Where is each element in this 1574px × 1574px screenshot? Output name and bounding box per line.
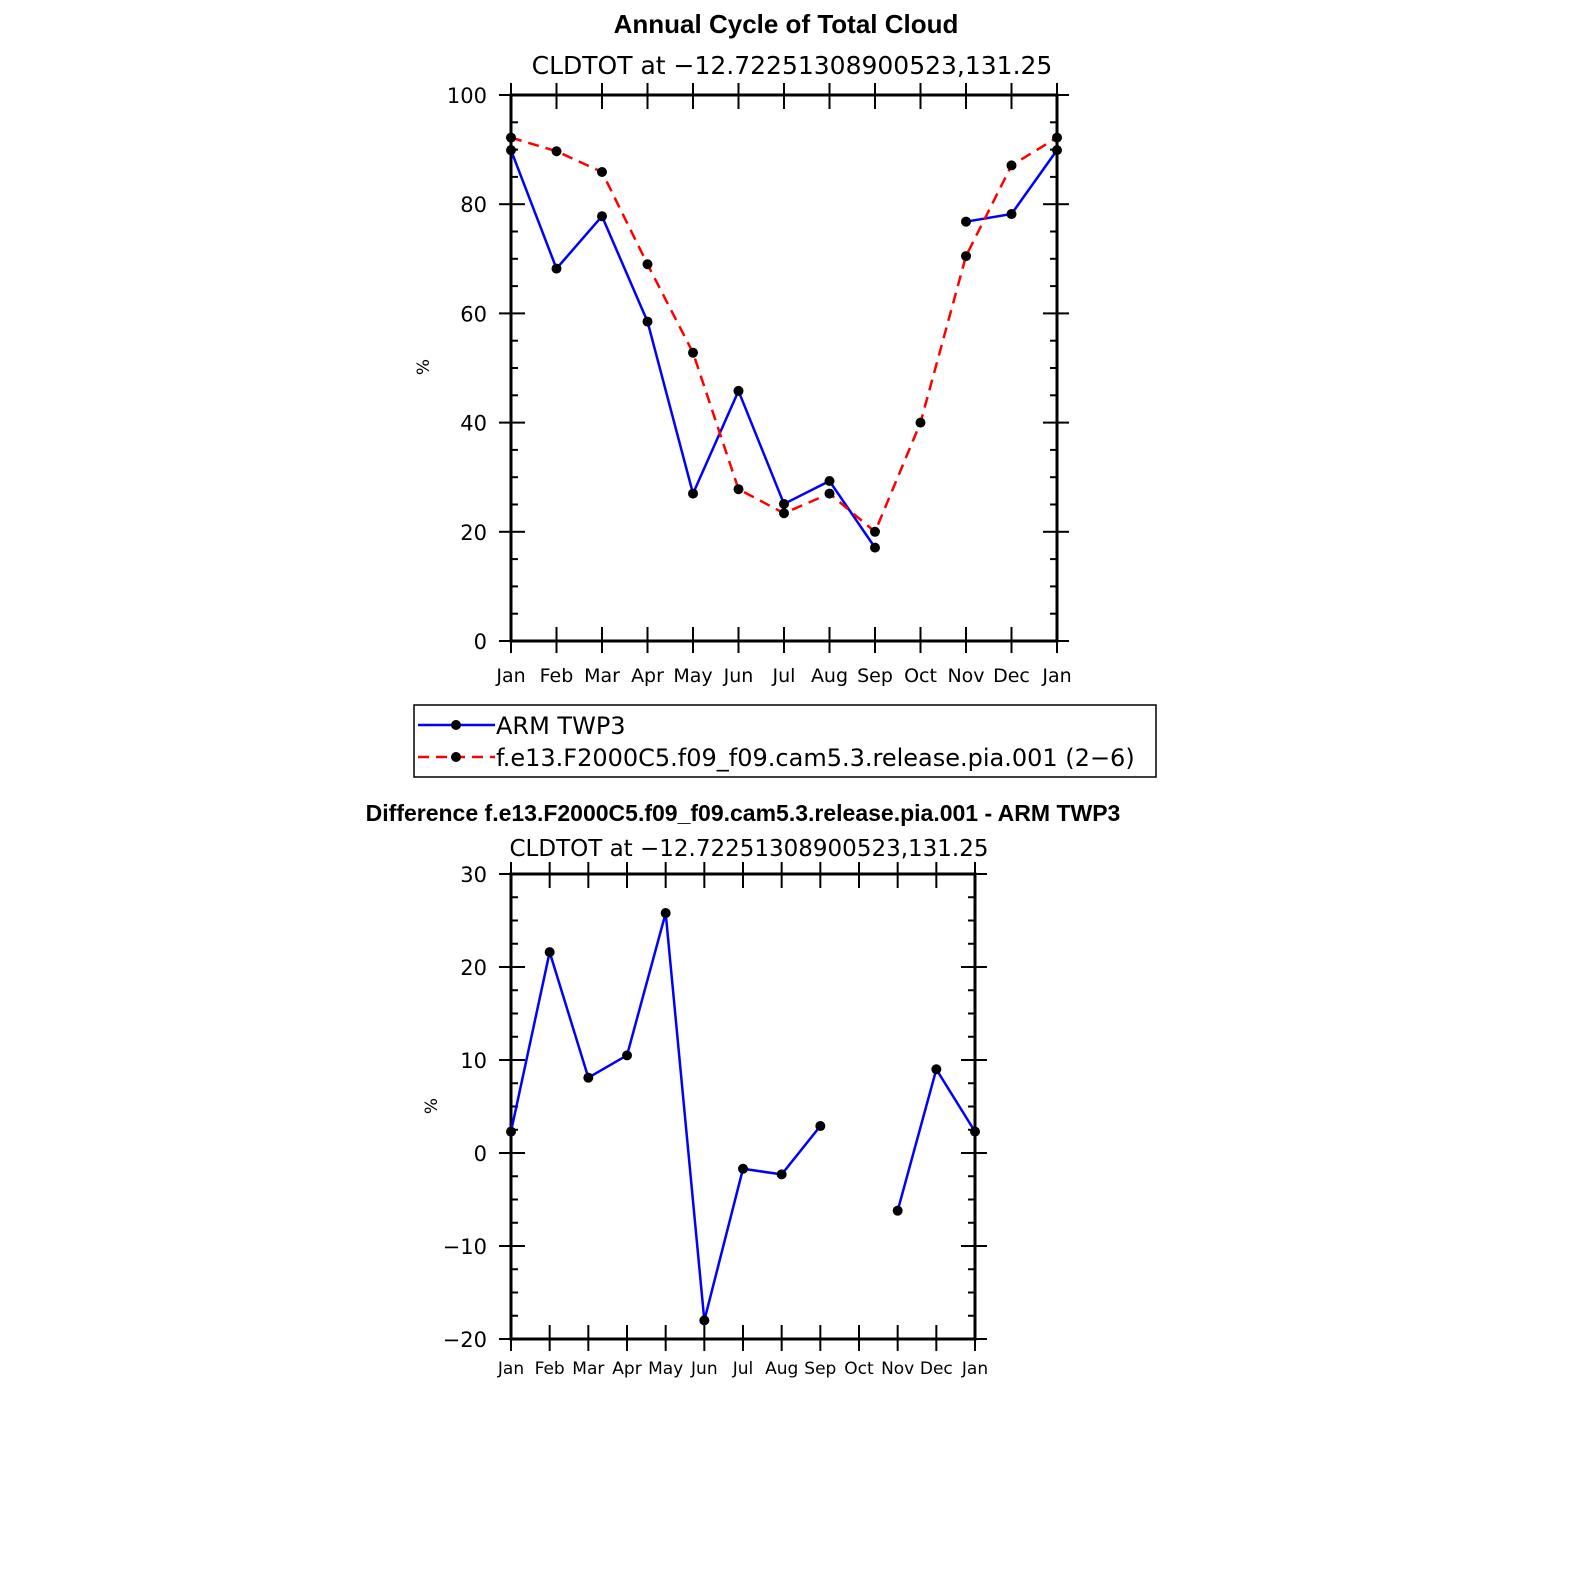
- data-point-series-1: [583, 1072, 594, 1083]
- legend-marker-arm: [451, 720, 461, 730]
- x-tick-label: Oct: [844, 1359, 874, 1379]
- chart2-plot-area: −20 −10 0 10 20 30 Jan Feb Mar Apr May Jun Jul Aug Sep…: [443, 862, 988, 1379]
- chart1-title: Annual Cycle of Total Cloud: [614, 9, 959, 39]
- y-tick-label: 0: [474, 630, 487, 654]
- x-tick-label: Apr: [612, 1359, 641, 1379]
- x-tick-label: Nov: [881, 1359, 914, 1379]
- y-tick-label: 0: [474, 1142, 487, 1166]
- x-tick-label: Dec: [920, 1359, 953, 1379]
- x-tick-label: Jan: [497, 1359, 524, 1379]
- data-point-series-2: [915, 417, 926, 428]
- data-point-series-1: [699, 1315, 710, 1326]
- chart1-frame: [509, 93, 1059, 643]
- x-tick-label: Feb: [540, 665, 574, 687]
- data-point-series-1: [815, 1121, 826, 1132]
- legend-frame: [413, 704, 1157, 778]
- data-point-series-1: [544, 947, 555, 958]
- x-tick-label: Mar: [572, 1359, 604, 1379]
- data-point-series-1: [597, 211, 607, 222]
- legend-label-arm: ARM TWP3: [496, 712, 626, 740]
- x-tick-label: Jul: [772, 665, 796, 687]
- data-point-series-1: [738, 1163, 748, 1174]
- y-tick-label: −20: [443, 1328, 487, 1352]
- x-tick-label: Jun: [723, 665, 754, 687]
- y-tick-label: 60: [460, 302, 487, 326]
- data-point-series-2: [642, 259, 653, 270]
- data-point-series-1: [824, 476, 835, 487]
- x-tick-label: Jul: [732, 1359, 754, 1379]
- chart2-ylabel: %: [422, 1098, 442, 1114]
- data-point-series-1: [660, 908, 671, 919]
- chart1-subtitle: CLDTOT at −12.72251308900523,131.25: [532, 51, 1053, 80]
- x-tick-label: Sep: [857, 665, 893, 687]
- legend-marker-model: [451, 752, 461, 762]
- data-point-series-2: [824, 488, 835, 499]
- data-point-series-1: [622, 1050, 632, 1061]
- data-point-series-2: [1006, 160, 1017, 171]
- data-point-series-1: [1052, 145, 1062, 156]
- chart1-legend: ARM TWP3 f.e13.F2000C5.f09_f09.cam5.3.re…: [413, 704, 1157, 778]
- data-point-series-1: [892, 1205, 903, 1216]
- x-tick-label: Apr: [631, 665, 664, 687]
- x-tick-label: Mar: [584, 665, 620, 687]
- data-point-series-1: [551, 263, 562, 274]
- data-point-series-1: [1006, 209, 1017, 220]
- chart1-plot-area: 0 20 40 60 80 100 Jan Feb Mar Apr May Jun Jul Aug Sep O…: [447, 83, 1072, 687]
- data-point-series-2: [733, 484, 744, 495]
- legend-label-model: f.e13.F2000C5.f09_f09.cam5.3.release.pia…: [496, 744, 1135, 772]
- chart2-frame: [509, 872, 977, 1341]
- y-tick-label: 100: [447, 84, 487, 108]
- x-tick-label: Jun: [690, 1359, 718, 1379]
- x-tick-label: Jan: [495, 665, 525, 687]
- y-tick-label: 10: [460, 1049, 487, 1073]
- series-line-2: [510, 136, 1058, 534]
- x-tick-label: Jan: [961, 1359, 988, 1379]
- data-point-series-2: [1052, 132, 1062, 143]
- data-point-series-2: [597, 166, 607, 177]
- data-point-series-1: [776, 1169, 787, 1180]
- x-tick-label: Jan: [1041, 665, 1071, 687]
- x-tick-label: Oct: [904, 665, 937, 687]
- chart1-ylabel: %: [414, 359, 434, 375]
- data-point-series-1: [970, 1126, 980, 1137]
- chart2-title: Difference f.e13.F2000C5.f09_f09.cam5.3.…: [366, 800, 1121, 826]
- data-point-series-2: [870, 526, 880, 537]
- series-line-1: [896, 1066, 977, 1211]
- x-tick-label: May: [673, 665, 712, 687]
- data-point-series-2: [688, 347, 698, 358]
- data-point-series-2: [506, 132, 516, 143]
- x-tick-label: Feb: [535, 1359, 565, 1379]
- data-point-series-1: [506, 1126, 516, 1137]
- x-tick-label: Aug: [765, 1359, 798, 1379]
- data-point-series-1: [642, 316, 653, 327]
- series-line-1: [509, 912, 822, 1321]
- x-tick-label: Aug: [811, 665, 848, 687]
- data-point-series-1: [688, 488, 698, 499]
- x-tick-label: Sep: [804, 1359, 836, 1379]
- data-point-series-1: [931, 1064, 942, 1075]
- x-tick-label: Nov: [947, 665, 984, 687]
- data-point-series-1: [733, 385, 744, 396]
- x-tick-label: Dec: [993, 665, 1030, 687]
- x-tick-label: May: [648, 1359, 683, 1379]
- data-point-series-2: [961, 251, 971, 262]
- data-point-series-1: [506, 145, 516, 156]
- y-tick-label: −10: [443, 1235, 487, 1259]
- y-tick-label: 20: [460, 521, 487, 545]
- data-point-series-2: [779, 508, 789, 519]
- y-tick-label: 20: [460, 956, 487, 980]
- data-point-series-1: [961, 216, 971, 227]
- y-tick-label: 40: [460, 412, 487, 436]
- chart2-subtitle: CLDTOT at −12.72251308900523,131.25: [509, 836, 988, 862]
- data-point-series-1: [779, 498, 789, 509]
- data-point-series-1: [870, 542, 880, 553]
- y-tick-label: 80: [460, 193, 487, 217]
- data-point-series-2: [551, 146, 562, 157]
- y-tick-label: 30: [460, 863, 487, 887]
